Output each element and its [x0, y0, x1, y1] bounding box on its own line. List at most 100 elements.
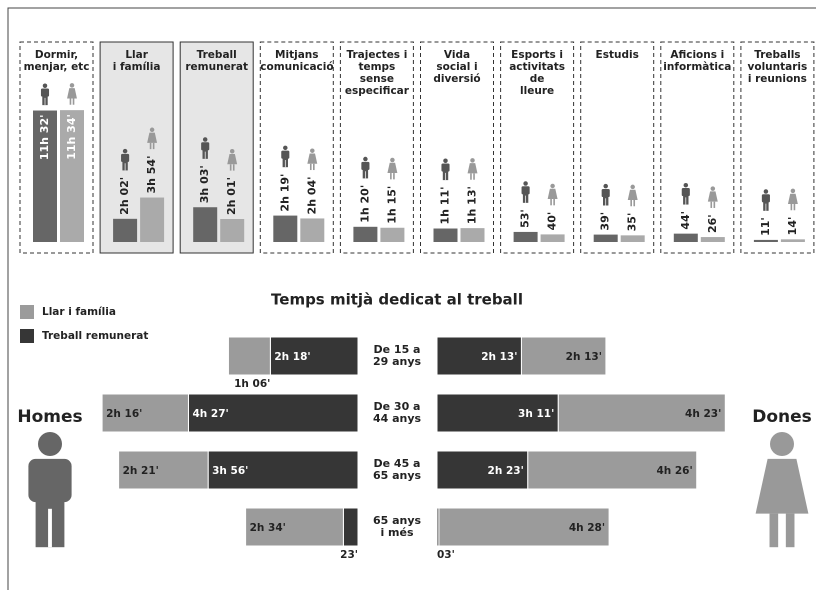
side-label: Homes — [17, 407, 82, 427]
value-label: 1h 13' — [466, 186, 479, 224]
icon-head — [69, 83, 75, 88]
man-icon — [28, 432, 72, 548]
woman-icon — [755, 432, 809, 548]
bar — [273, 215, 298, 242]
bar-segment — [207, 450, 359, 490]
icon-head — [790, 188, 796, 194]
icon-leg — [790, 203, 793, 211]
icon-head — [523, 181, 528, 186]
category-label: Mitjans comunicació — [260, 49, 334, 73]
value-label: 2h 01' — [225, 177, 238, 215]
value-label: 14' — [786, 217, 799, 236]
category-box — [740, 41, 815, 254]
bar-segment — [557, 393, 726, 433]
category-box — [580, 41, 655, 254]
icon-head — [683, 182, 689, 188]
value-label: 4h 26' — [656, 465, 692, 477]
value-label: 4h 23' — [685, 408, 721, 420]
man-icon — [601, 183, 610, 206]
value-label: 1h 20' — [358, 185, 371, 223]
value-label: 3h 11' — [518, 408, 554, 420]
icon-head — [38, 432, 62, 456]
icon-dress — [787, 193, 798, 204]
bar — [593, 234, 618, 242]
value-label: 2h 19' — [278, 174, 291, 212]
bar-segment — [101, 393, 189, 433]
icon-leg — [633, 199, 636, 207]
icon-body — [361, 161, 370, 170]
icon-body — [521, 186, 530, 195]
legend-swatch — [20, 329, 34, 343]
side-label: Dones — [752, 407, 812, 427]
icon-dress — [227, 154, 238, 165]
legend-swatch — [20, 305, 34, 319]
age-label: 65 anys i més — [372, 514, 422, 539]
value-label: 4h 27' — [192, 408, 228, 420]
icon-head — [443, 158, 448, 164]
chart-title: Temps mitjà dedicat al treball — [271, 291, 523, 309]
bar-segment — [436, 393, 559, 433]
bar — [140, 197, 165, 242]
icon-head — [122, 148, 128, 154]
bar — [540, 234, 565, 242]
icon-head — [283, 145, 288, 151]
icon-dress — [387, 162, 398, 174]
age-label: De 15 a 29 anys — [372, 343, 422, 368]
bar — [673, 233, 698, 242]
bar-segment — [118, 450, 209, 490]
icon-leg — [553, 199, 555, 206]
man-icon — [441, 158, 450, 181]
icon-head — [630, 184, 635, 190]
value-label: 2h 21' — [123, 465, 159, 477]
woman-icon — [467, 158, 478, 180]
icon-leg — [229, 164, 232, 171]
bar-segment — [245, 507, 344, 547]
icon-body — [40, 88, 50, 97]
value-label: 26' — [706, 214, 719, 233]
bar-segment — [269, 336, 359, 376]
bar — [620, 235, 645, 242]
value-label: 39' — [599, 212, 612, 231]
icon-leg — [152, 142, 155, 150]
category-label: Llar i família — [112, 49, 161, 73]
bar — [380, 227, 405, 242]
woman-icon — [147, 127, 158, 150]
bar — [353, 226, 378, 242]
icon-dress — [547, 188, 558, 200]
icon-body — [761, 194, 770, 203]
icon-leg — [232, 164, 235, 171]
icon-leg — [710, 201, 713, 208]
icon-body — [121, 153, 130, 162]
age-label: De 30 a 44 anys — [372, 400, 422, 425]
woman-icon — [387, 157, 398, 180]
value-label: 44' — [679, 211, 692, 230]
value-label: 3h 56' — [212, 465, 248, 477]
bar — [220, 219, 245, 242]
bar — [113, 218, 138, 242]
man-icon — [361, 156, 370, 179]
value-label: 4h 28' — [569, 522, 605, 534]
value-label: 23' — [340, 549, 358, 561]
icon-head — [390, 157, 395, 163]
woman-icon — [627, 184, 638, 207]
icon-leg — [713, 201, 716, 208]
value-label: 2h 04' — [305, 176, 318, 214]
bar — [513, 231, 538, 242]
bar — [300, 218, 325, 242]
bar-segment — [436, 450, 529, 490]
bar-segment — [438, 507, 610, 547]
category-box — [420, 41, 494, 254]
icon-head — [310, 148, 315, 153]
category-label: Esports i activitats de lleure — [509, 49, 565, 97]
icon-head — [603, 183, 608, 189]
man-icon — [761, 189, 770, 211]
icon-dress — [307, 153, 318, 164]
bar-segment — [436, 336, 522, 376]
category-label: Treball remunerat — [185, 49, 248, 73]
age-label: De 45 a 65 anys — [372, 457, 422, 482]
legend-label: Llar i família — [42, 306, 116, 318]
bar — [780, 239, 805, 242]
value-label: 11h 34' — [65, 114, 78, 160]
category-label: Treballs voluntaris i reunions — [747, 49, 808, 85]
value-label: 2h 13' — [566, 351, 602, 363]
